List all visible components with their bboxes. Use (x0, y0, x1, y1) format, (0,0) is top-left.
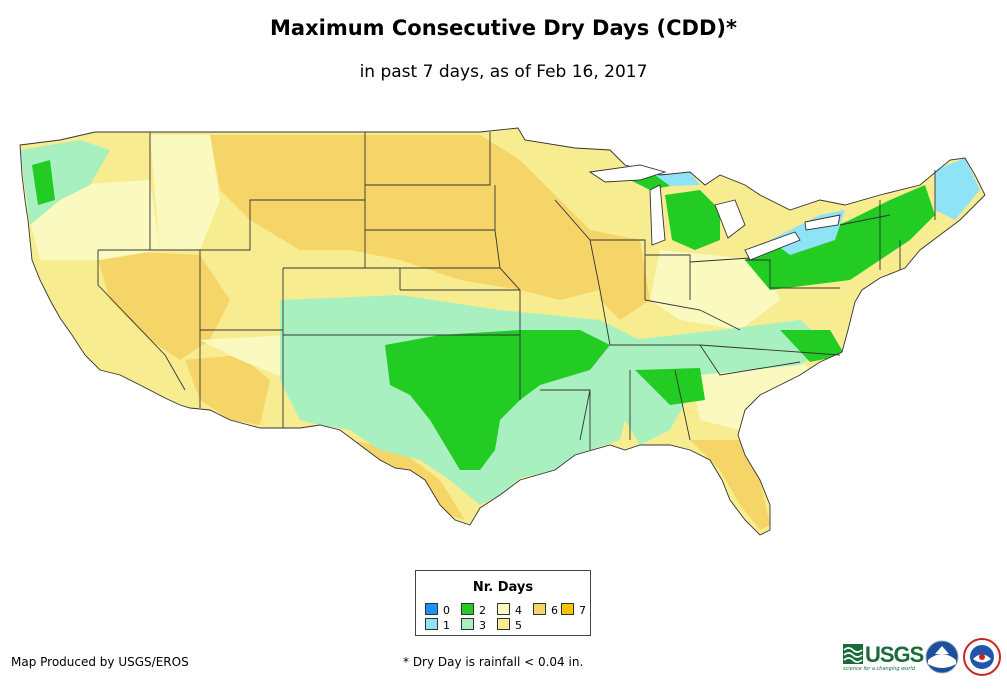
legend-swatch (497, 618, 510, 630)
zone-2-days-washington-coast (32, 160, 55, 205)
legend-swatch (461, 603, 474, 615)
zone-6-days-midwest (590, 230, 650, 320)
legend-item-7: 7 (561, 603, 586, 617)
legend: Nr. Days 0 1 2 3 4 5 6 7 (415, 570, 591, 636)
great-lakes (588, 164, 841, 261)
map-subtitle: in past 7 days, as of Feb 16, 2017 (359, 62, 648, 82)
legend-swatch (425, 618, 438, 630)
legend-item-5: 5 (497, 618, 522, 632)
dry-day-footnote: * Dry Day is rainfall < 0.04 in. (403, 655, 584, 669)
legend-item-4: 4 (497, 603, 522, 617)
legend-item-3: 3 (461, 618, 486, 632)
legend-title: Nr. Days (472, 580, 534, 595)
us-dry-days-map (19, 127, 986, 536)
zone-4-days-carolinas (690, 360, 820, 430)
nws-logo-icon (963, 638, 1001, 676)
usgs-tagline: science for a changing world (843, 666, 915, 672)
zone-3-days-pacific-nw (20, 140, 110, 225)
usgs-logo: USGS (865, 642, 924, 667)
zone-4-days-new-mexico (200, 335, 290, 380)
zone-1-day-maine (935, 158, 980, 220)
zone-2-days-texas-oklahoma (385, 330, 610, 470)
zone-2-days-michigan (665, 190, 720, 250)
legend-swatch (533, 603, 546, 615)
zone-6-days-north-plains (210, 135, 600, 300)
legend-swatch (561, 603, 574, 615)
state-borders (19, 127, 986, 536)
legend-swatch (497, 603, 510, 615)
zone-4-days-mid-atlantic (650, 250, 780, 330)
legend-swatch (461, 618, 474, 630)
legend-item-6: 6 (533, 603, 558, 617)
zone-6-days-great-basin (95, 250, 230, 360)
zone-2-days-alabama (635, 368, 705, 405)
legend-item-2: 2 (461, 603, 486, 617)
producer-credit: Map Produced by USGS/EROS (11, 655, 189, 669)
zone-4-days-idaho (150, 135, 220, 250)
legend-swatch (425, 603, 438, 615)
zone-2-days-northeast (745, 185, 935, 290)
usgs-wave-icon (843, 644, 863, 664)
zone-6-days-southwest (185, 355, 270, 425)
map-title: Maximum Consecutive Dry Days (CDD)* (270, 16, 737, 40)
agency-logos: USGS science for a changing world (843, 638, 1003, 678)
zone-3-days-southeast (625, 320, 830, 445)
noaa-logo-icon (925, 640, 959, 674)
legend-item-1: 1 (425, 618, 450, 632)
zone-1-day-upper-midwest (655, 172, 700, 186)
legend-item-0: 0 (425, 603, 450, 617)
